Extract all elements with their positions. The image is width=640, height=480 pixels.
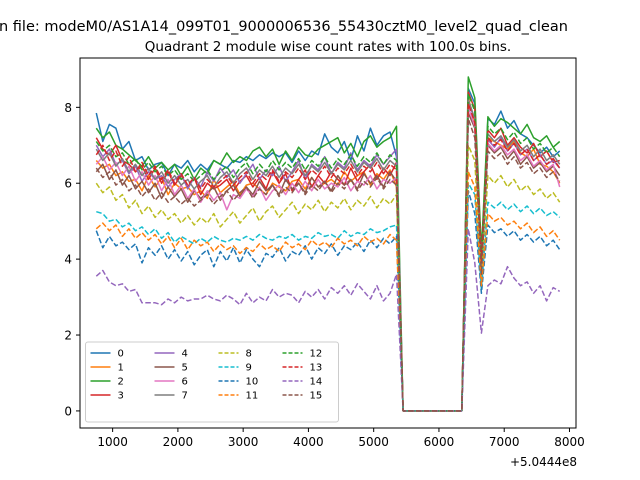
y-tick-label: 6 [64, 177, 72, 191]
x-tick-label: 6000 [424, 435, 455, 449]
legend-label: 14 [310, 377, 323, 388]
series-line-11 [95, 171, 561, 412]
legend-label: 8 [246, 349, 252, 360]
x-tick-label: 7000 [489, 435, 520, 449]
legend-label: 11 [246, 391, 259, 402]
series-line-13 [95, 102, 561, 412]
series-line-9 [96, 182, 561, 412]
plot-area: 1000 2000 3000 4000 5000 6000 7000 8000 0 2 4 6 8 +… [64, 57, 585, 469]
legend-label: 15 [310, 391, 323, 402]
series-line-8 [95, 144, 561, 412]
legend-label: 12 [310, 349, 323, 360]
series-line-14 [95, 228, 561, 412]
y-tick-label: 8 [64, 101, 72, 115]
y-tick-label: 4 [64, 253, 72, 267]
x-tick-label: 3000 [228, 435, 259, 449]
series-line-15 [95, 117, 561, 412]
legend-label: 10 [246, 377, 259, 388]
legend-label: 4 [182, 349, 188, 360]
x-tick-label: 1000 [97, 435, 128, 449]
y-tick-label: 2 [64, 329, 72, 343]
legend-label: 6 [182, 377, 188, 388]
legend-box [85, 341, 339, 423]
legend-label: 0 [118, 349, 124, 360]
legend-label: 13 [310, 363, 323, 374]
legend-label: 5 [182, 363, 188, 374]
legend-label: 7 [182, 391, 188, 402]
chart-title: Quadrant 2 module wise count rates with … [145, 39, 511, 55]
y-axis: 0 2 4 6 8 [64, 101, 80, 418]
x-axis: 1000 2000 3000 4000 5000 6000 7000 8000 [97, 428, 585, 449]
x-tick-label: 8000 [554, 435, 585, 449]
legend-label: 3 [118, 391, 124, 402]
chart-suptitle: n file: modeM0/AS1A14_099T01_9000006536_… [0, 19, 568, 35]
x-offset-label: +5.0444e8 [510, 455, 577, 469]
series-layer [95, 76, 561, 412]
legend-label: 2 [118, 377, 124, 388]
x-tick-label: 5000 [358, 435, 389, 449]
x-tick-label: 2000 [163, 435, 194, 449]
axes-frame [79, 57, 577, 429]
legend-label: 1 [118, 363, 124, 374]
x-tick-label: 4000 [293, 435, 324, 449]
y-tick-label: 0 [64, 404, 72, 418]
legend-label: 9 [246, 363, 252, 374]
